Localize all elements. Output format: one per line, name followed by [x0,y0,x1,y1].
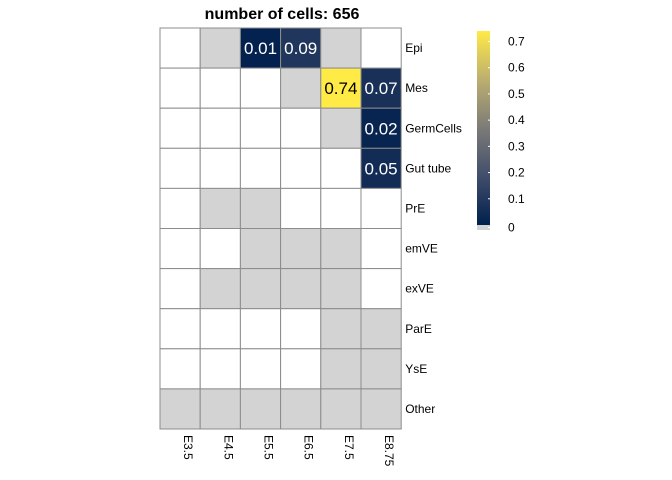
heatmap-cell [280,187,322,229]
legend-tick-label: 0.2 [508,166,525,180]
heatmap-cell [280,27,322,69]
heatmap-cell [360,27,402,69]
heatmap-cell [199,67,241,109]
heatmap-cell [320,27,362,69]
legend-tick-label: 0.7 [508,34,525,48]
heatmap-cell [239,27,282,69]
heatmap-cell [239,67,282,109]
column-label: E7.5 [342,435,356,460]
heatmap-cell [159,107,201,149]
row-label: emVE [405,242,438,256]
heatmap-cell [280,147,322,189]
legend-tick-label: 0.3 [508,139,525,153]
legend-tick-label: 0.1 [508,192,525,206]
heatmap-cell [320,107,362,149]
heatmap-cell [239,268,282,310]
heatmap-cell [159,67,201,109]
heatmap-cell [320,147,362,189]
heatmap-cell [199,228,241,270]
heatmap-cell [320,308,362,350]
heatmap-cell [159,147,201,189]
column-labels: E3.5 E4.5 E5.5 E6.5 E7.5 E8.75 [181,435,396,467]
heatmap-cell [199,388,241,430]
heatmap-cell [320,348,362,390]
heatmap-cell [239,308,282,350]
cell-value-label: 0.05 [365,159,398,178]
column-label: E3.5 [181,435,195,460]
heatmap-cell [159,228,201,270]
heatmap-cell [320,187,362,229]
heatmap-cell [320,268,362,310]
heatmap-cell [280,388,322,430]
heatmap-cell [239,147,282,189]
heatmap-cell [360,187,402,229]
heatmap-cell [360,228,402,270]
heatmap-cell [280,67,322,109]
row-label: Epi [405,41,422,55]
cell-value-label: 0.01 [244,39,277,58]
heatmap-cell [280,107,322,149]
heatmap-cell [360,268,402,310]
row-label: Other [405,402,435,416]
heatmap-cell [239,107,282,149]
cell-value-label: 0.02 [365,119,398,138]
heatmap-cell [199,187,241,229]
heatmap-cell [280,228,322,270]
heatmap-cell [360,147,402,189]
row-label: YsE [405,362,427,376]
row-label: Gut tube [405,161,451,175]
color-legend: 0 0.1 0.2 0.3 0.4 0.5 0.6 0.7 [477,31,525,235]
legend-na-swatch [477,225,490,230]
heatmap-cell [360,67,402,109]
heatmap-cell [159,187,201,229]
legend-tick-label: 0.6 [508,61,525,75]
heatmap-cell [199,27,241,69]
heatmap-cell [360,388,402,430]
row-labels: Epi Mes GermCells Gut tube PrE emVE exVE ParE Ys… [405,41,462,416]
legend-tick-label: 0 [508,221,515,235]
heatmap-cell [239,348,282,390]
heatmap-cell [159,308,201,350]
chart-title: number of cells: 656 [205,6,360,23]
heatmap-cell [280,268,322,310]
heatmap-cell [159,27,201,69]
heatmap-cell [320,228,362,270]
heatmap-cell [199,268,241,310]
row-label: GermCells [405,121,462,135]
heatmap-cell [320,388,362,430]
heatmap-cell [159,388,201,430]
cell-value-label: 0.09 [284,39,317,58]
heatmap-cell [280,308,322,350]
heatmap-cell [159,348,201,390]
column-label: E4.5 [221,435,235,460]
heatmap-cell [360,308,402,350]
row-label: ParE [405,322,432,336]
row-label: PrE [405,201,425,215]
legend-tick-label: 0.5 [508,87,525,101]
heatmap-cell [199,308,241,350]
heatmap-cell [280,348,322,390]
heatmap-cell [239,187,282,229]
heatmap-cell [199,348,241,390]
column-label: E8.75 [382,435,396,467]
column-label: E6.5 [302,435,316,460]
cell-value-label: 0.74 [324,79,357,98]
heatmap-cell [199,107,241,149]
heatmap-cell [239,228,282,270]
legend-tick-label: 0.4 [508,113,525,127]
row-label: exVE [405,282,434,296]
legend-colorbar [477,31,490,225]
column-label: E5.5 [262,435,276,460]
cell-value-label: 0.07 [365,79,398,98]
heatmap-cell [199,147,241,189]
heatmap-cell [360,348,402,390]
heatmap-cells: 0.01 0.09 0.74 0.07 0.02 0.05 [159,27,402,430]
heatmap-cell [239,388,282,430]
row-label: Mes [405,81,428,95]
heatmap-cell [159,268,201,310]
